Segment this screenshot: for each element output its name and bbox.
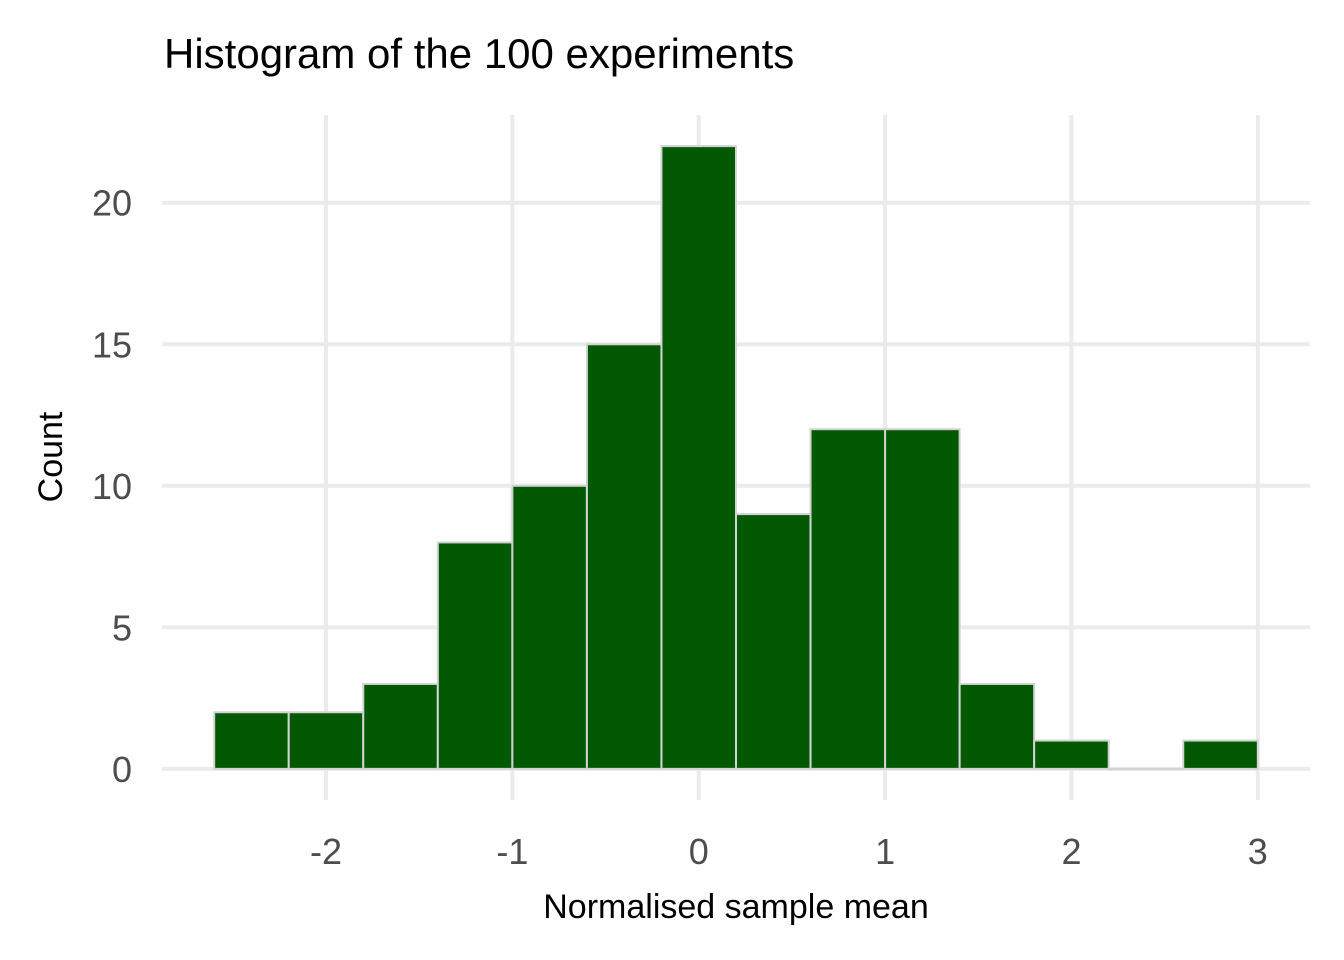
histogram-bar (884, 428, 961, 770)
histogram-bar (809, 428, 887, 770)
x-tick-label: 0 (689, 831, 709, 872)
histogram-bar (1182, 739, 1259, 770)
x-axis-title: Normalised sample mean (543, 888, 929, 926)
y-axis-title: Count (32, 411, 70, 502)
histogram-bar (958, 682, 1036, 770)
x-tick-label: 1 (875, 831, 895, 872)
histogram-bar (511, 484, 588, 770)
histogram-bar (660, 145, 737, 770)
histogram-bar (436, 541, 514, 770)
x-tick-label: 2 (1061, 831, 1081, 872)
x-tick-label: 3 (1248, 831, 1268, 872)
histogram-bar (585, 343, 663, 770)
histogram-bar (213, 711, 290, 770)
chart-title: Histogram of the 100 experiments (164, 30, 794, 77)
histogram-bar (735, 513, 812, 770)
y-tick-label: 5 (112, 607, 132, 648)
x-tick-label: -2 (310, 831, 342, 872)
histogram-bar (287, 711, 365, 770)
histogram-bar (1107, 767, 1185, 771)
histogram-bars (213, 145, 1259, 771)
histogram-bar (362, 682, 439, 770)
y-axis-tick-labels: 0 5 10 15 20 (92, 183, 132, 790)
histogram-bar (1033, 739, 1110, 770)
y-tick-label: 10 (92, 466, 132, 507)
x-axis-tick-labels: -2 -1 0 1 2 3 (310, 831, 1268, 872)
y-tick-label: 20 (92, 183, 132, 224)
y-tick-label: 15 (92, 324, 132, 365)
x-tick-label: -1 (496, 831, 528, 872)
y-tick-label: 0 (112, 749, 132, 790)
